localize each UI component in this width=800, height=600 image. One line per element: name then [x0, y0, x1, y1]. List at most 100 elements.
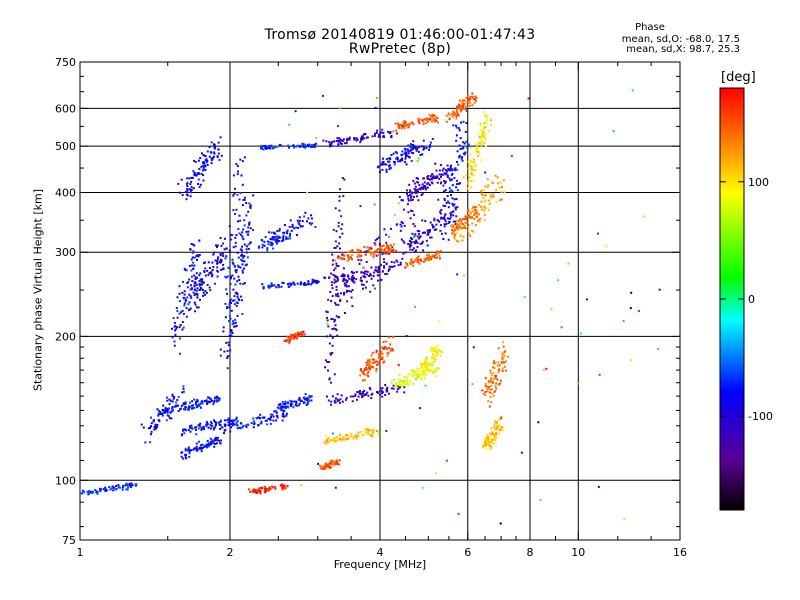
echo-point — [376, 238, 379, 240]
echo-point — [220, 244, 223, 247]
echo-point — [451, 172, 454, 175]
echo-point — [331, 263, 334, 266]
echo-point — [182, 457, 185, 460]
echo-point — [414, 233, 417, 236]
echo-point — [282, 282, 285, 284]
echo-point — [433, 217, 436, 220]
echo-point — [187, 408, 190, 411]
echo-point — [180, 178, 183, 181]
echo-point — [424, 368, 427, 371]
echo-point — [337, 221, 340, 224]
echo-point — [484, 193, 487, 196]
echo-point — [502, 429, 505, 432]
echo-point — [429, 118, 432, 121]
echo-point — [201, 152, 203, 155]
echo-point — [463, 274, 466, 277]
echo-point — [379, 358, 382, 361]
echo-point — [237, 264, 240, 267]
echo-point — [440, 175, 442, 178]
echo-point — [495, 421, 498, 424]
echo-point — [338, 242, 341, 245]
echo-point — [433, 346, 436, 349]
echo-point — [388, 165, 391, 168]
echo-point — [371, 365, 374, 368]
echo-point — [399, 263, 402, 266]
echo-point — [192, 261, 195, 264]
echo-point — [317, 462, 320, 465]
echo-point — [262, 286, 265, 289]
echo-point — [409, 145, 412, 148]
echo-point — [424, 185, 427, 188]
echo-point — [220, 154, 223, 157]
echo-point — [377, 362, 380, 365]
echo-point — [385, 158, 388, 160]
colorbar-tick-label: 0 — [748, 293, 755, 306]
echo-point — [500, 415, 503, 418]
echo-point — [199, 278, 202, 281]
echo-point — [399, 385, 402, 388]
echo-point — [450, 211, 453, 214]
echo-point — [314, 280, 317, 283]
echo-point — [271, 238, 274, 241]
echo-point — [219, 254, 222, 257]
echo-point — [243, 156, 246, 159]
echo-point — [287, 144, 290, 147]
echo-point — [425, 364, 428, 367]
echo-point — [257, 424, 260, 426]
echo-point — [435, 169, 438, 172]
echo-point — [449, 179, 452, 182]
echo-point — [165, 396, 168, 399]
echo-point — [416, 160, 419, 163]
echo-point — [366, 250, 369, 252]
echo-point — [411, 369, 414, 372]
echo-point — [261, 145, 264, 147]
echo-point — [209, 437, 212, 440]
echo-point — [388, 235, 391, 238]
echo-point — [407, 150, 410, 153]
echo-point — [369, 361, 372, 364]
echo-point — [472, 161, 475, 164]
echo-point — [150, 422, 153, 425]
echo-point — [459, 223, 461, 225]
echo-point — [504, 350, 507, 353]
echo-point — [420, 366, 423, 369]
echo-point — [444, 220, 447, 223]
echo-point — [330, 144, 333, 147]
echo-point — [227, 424, 230, 427]
echo-point — [184, 300, 187, 303]
echo-point — [430, 356, 433, 359]
echo-point — [205, 291, 208, 294]
echo-point — [479, 124, 482, 127]
echo-point — [458, 182, 460, 185]
echo-point — [239, 422, 242, 425]
echo-point — [208, 286, 211, 289]
echo-point — [461, 103, 464, 106]
echo-point — [227, 344, 230, 347]
echo-point — [241, 260, 244, 263]
echo-point — [183, 302, 186, 305]
echo-point — [277, 235, 280, 238]
y-axis-label: Stationary phase Virtual Height [km] — [31, 188, 45, 392]
echo-point — [402, 379, 405, 382]
echo-point — [304, 145, 307, 148]
echo-point — [234, 292, 237, 295]
echo-point — [381, 253, 384, 256]
echo-point — [493, 359, 496, 362]
echo-point — [192, 250, 195, 253]
echo-point — [454, 220, 457, 223]
echo-point — [479, 205, 482, 208]
echo-point — [435, 370, 438, 373]
echo-point — [361, 391, 364, 393]
echo-point — [368, 365, 371, 368]
echo-point — [268, 286, 271, 289]
echo-point — [490, 119, 492, 122]
echo-point — [440, 354, 443, 357]
echo-point — [422, 371, 424, 374]
echo-point — [191, 176, 194, 179]
echo-point — [304, 146, 307, 149]
echo-point — [487, 442, 490, 445]
echo-point — [294, 110, 297, 113]
echo-point — [480, 142, 483, 145]
echo-point — [438, 255, 441, 257]
echo-point — [232, 194, 235, 197]
